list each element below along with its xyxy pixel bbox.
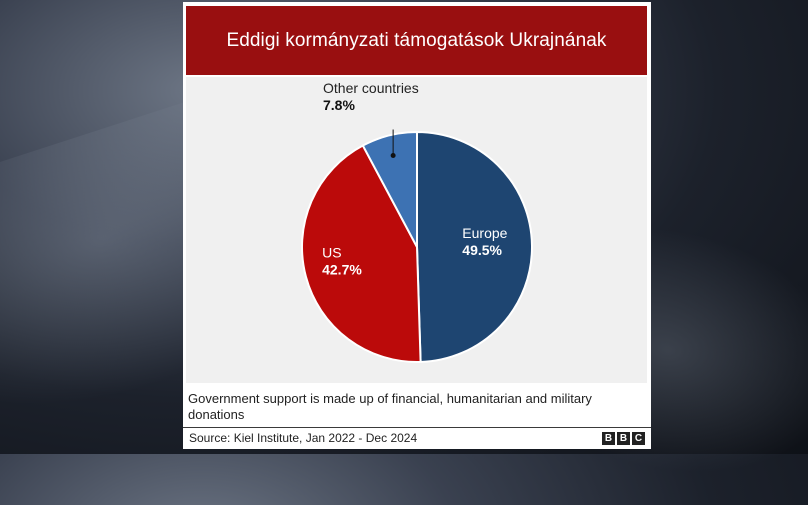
slice-label-us: US [322, 244, 341, 260]
slice-value-us: 42.7% [322, 261, 362, 277]
chart-card: Eddigi kormányzati támogatások Ukrajnána… [183, 2, 651, 449]
bbc-logo-letter: C [632, 432, 645, 445]
source-bar: Source: Kiel Institute, Jan 2022 - Dec 2… [183, 427, 651, 449]
bbc-logo-letter: B [602, 432, 615, 445]
slice-value-europe: 49.5% [462, 242, 502, 258]
chart-title-bar: Eddigi kormányzati támogatások Ukrajnána… [186, 6, 647, 75]
callout-dot [390, 153, 396, 159]
source-text: Source: Kiel Institute, Jan 2022 - Dec 2… [189, 431, 418, 445]
chart-footnote: Government support is made up of financi… [188, 391, 592, 422]
chart-title: Eddigi kormányzati támogatások Ukrajnána… [226, 29, 607, 51]
pie-slice-other-countries [361, 131, 418, 248]
slice-label-europe: Europe [462, 225, 507, 241]
bbc-logo: B B C [602, 432, 645, 445]
slice-label-other-countries: Other countries [323, 80, 419, 96]
bbc-logo-letter: B [617, 432, 630, 445]
pie-slice-europe [416, 131, 533, 363]
pie-chart-area: Europe 49.5% US 42.7% Other countries 7.8% [186, 77, 647, 383]
slice-value-other-countries: 7.8% [323, 97, 355, 113]
